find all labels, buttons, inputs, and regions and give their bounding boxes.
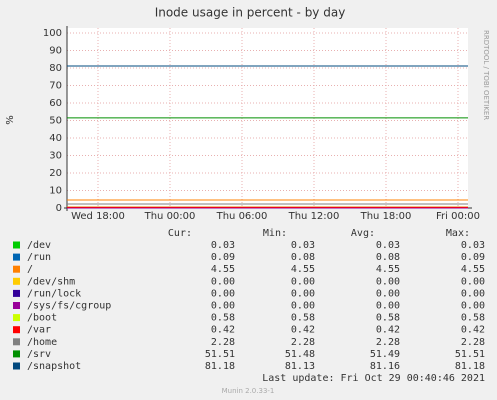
value-label: 2.28 <box>461 337 485 348</box>
value-label: 4.55 <box>376 264 400 275</box>
value-label: 51.51 <box>455 349 485 360</box>
value-label: 51.49 <box>370 349 400 360</box>
y-tick-label: 100 <box>43 28 62 39</box>
value-label: 0.00 <box>376 276 400 287</box>
column-header: Avg: <box>351 228 375 239</box>
column-header: Min: <box>263 228 287 239</box>
value-label: 81.18 <box>205 361 235 372</box>
legend-label: /sys/fs/cgroup <box>27 301 111 312</box>
value-label: 0.03 <box>376 240 400 251</box>
value-label: 0.58 <box>376 313 400 324</box>
x-tick-label: Thu 06:00 <box>216 211 268 222</box>
legend-swatch <box>13 326 20 334</box>
legend-swatch <box>13 265 20 273</box>
value-label: 0.00 <box>461 301 485 312</box>
value-label: 0.58 <box>461 313 485 324</box>
value-label: 4.55 <box>211 264 235 275</box>
side-text: RRDTOOL / TOBI OETIKER <box>482 30 490 120</box>
column-header: Cur: <box>168 228 192 239</box>
x-tick-label: Wed 18:00 <box>71 211 125 222</box>
y-axis-label: % <box>5 115 16 125</box>
value-label: 2.28 <box>291 337 315 348</box>
value-label: 0.00 <box>291 288 315 299</box>
value-label: 0.00 <box>461 288 485 299</box>
value-label: 0.58 <box>291 313 315 324</box>
value-label: 0.00 <box>376 301 400 312</box>
value-label: 0.00 <box>291 276 315 287</box>
value-label: 51.48 <box>285 349 315 360</box>
value-label: 0.42 <box>461 325 485 336</box>
y-tick-label: 10 <box>49 186 62 197</box>
chart-title: Inode usage in percent - by day <box>155 6 346 20</box>
legend-swatch <box>13 314 20 322</box>
x-tick-label: Thu 12:00 <box>288 211 340 222</box>
value-label: 0.08 <box>376 252 400 263</box>
legend-label: /snapshot <box>27 361 81 372</box>
x-tick-label: Fri 00:00 <box>436 211 480 222</box>
value-label: 0.00 <box>291 301 315 312</box>
value-label: 0.09 <box>461 252 485 263</box>
legend-swatch <box>13 362 20 370</box>
last-update: Last update: Fri Oct 29 00:40:46 2021 <box>262 373 485 384</box>
legend-label: /dev <box>27 240 51 251</box>
value-label: 0.03 <box>211 240 235 251</box>
value-label: 81.18 <box>455 361 485 372</box>
legend-label: /dev/shm <box>27 276 75 287</box>
value-label: 0.00 <box>376 288 400 299</box>
y-tick-label: 50 <box>49 116 62 127</box>
value-label: 81.16 <box>370 361 400 372</box>
legend-swatch <box>13 277 20 285</box>
value-label: 0.00 <box>211 301 235 312</box>
y-tick-label: 70 <box>49 81 62 92</box>
column-header: Max: <box>446 228 470 239</box>
value-label: 0.09 <box>211 252 235 263</box>
x-tick-label: Thu 00:00 <box>144 211 196 222</box>
value-label: 0.00 <box>461 276 485 287</box>
legend-label: /boot <box>27 313 57 324</box>
legend-label: / <box>27 264 33 275</box>
value-label: 4.55 <box>291 264 315 275</box>
value-label: 0.03 <box>461 240 485 251</box>
legend-swatch <box>13 302 20 309</box>
legend-swatch <box>13 241 20 249</box>
value-label: 0.42 <box>376 325 400 336</box>
legend-swatch <box>13 338 20 346</box>
x-tick-label: Thu 18:00 <box>360 211 412 222</box>
value-label: 0.42 <box>291 325 315 336</box>
value-label: 0.00 <box>211 288 235 299</box>
y-tick-label: 90 <box>49 46 62 57</box>
credit: Munin 2.0.33-1 <box>222 387 275 395</box>
legend-label: /run <box>27 252 51 263</box>
value-label: 81.13 <box>285 361 315 372</box>
y-tick-label: 80 <box>49 63 62 74</box>
y-tick-label: 20 <box>49 168 62 179</box>
value-label: 2.28 <box>376 337 400 348</box>
y-tick-label: 0 <box>56 203 62 214</box>
legend-label: /run/lock <box>27 288 81 299</box>
legend-label: /home <box>27 337 57 348</box>
value-label: 0.42 <box>211 325 235 336</box>
legend-swatch <box>13 289 20 297</box>
y-tick-label: 60 <box>49 98 62 109</box>
legend-label: /srv <box>27 349 51 360</box>
value-label: 0.58 <box>211 313 235 324</box>
value-label: 0.08 <box>291 252 315 263</box>
y-tick-label: 30 <box>49 151 62 162</box>
value-label: 2.28 <box>211 337 235 348</box>
value-label: 4.55 <box>461 264 485 275</box>
value-label: 0.00 <box>211 276 235 287</box>
legend-label: /var <box>27 325 51 336</box>
value-label: 51.51 <box>205 349 235 360</box>
legend-swatch <box>13 350 20 358</box>
legend-swatch <box>13 253 20 261</box>
value-label: 0.03 <box>291 240 315 251</box>
y-tick-label: 40 <box>49 133 62 144</box>
